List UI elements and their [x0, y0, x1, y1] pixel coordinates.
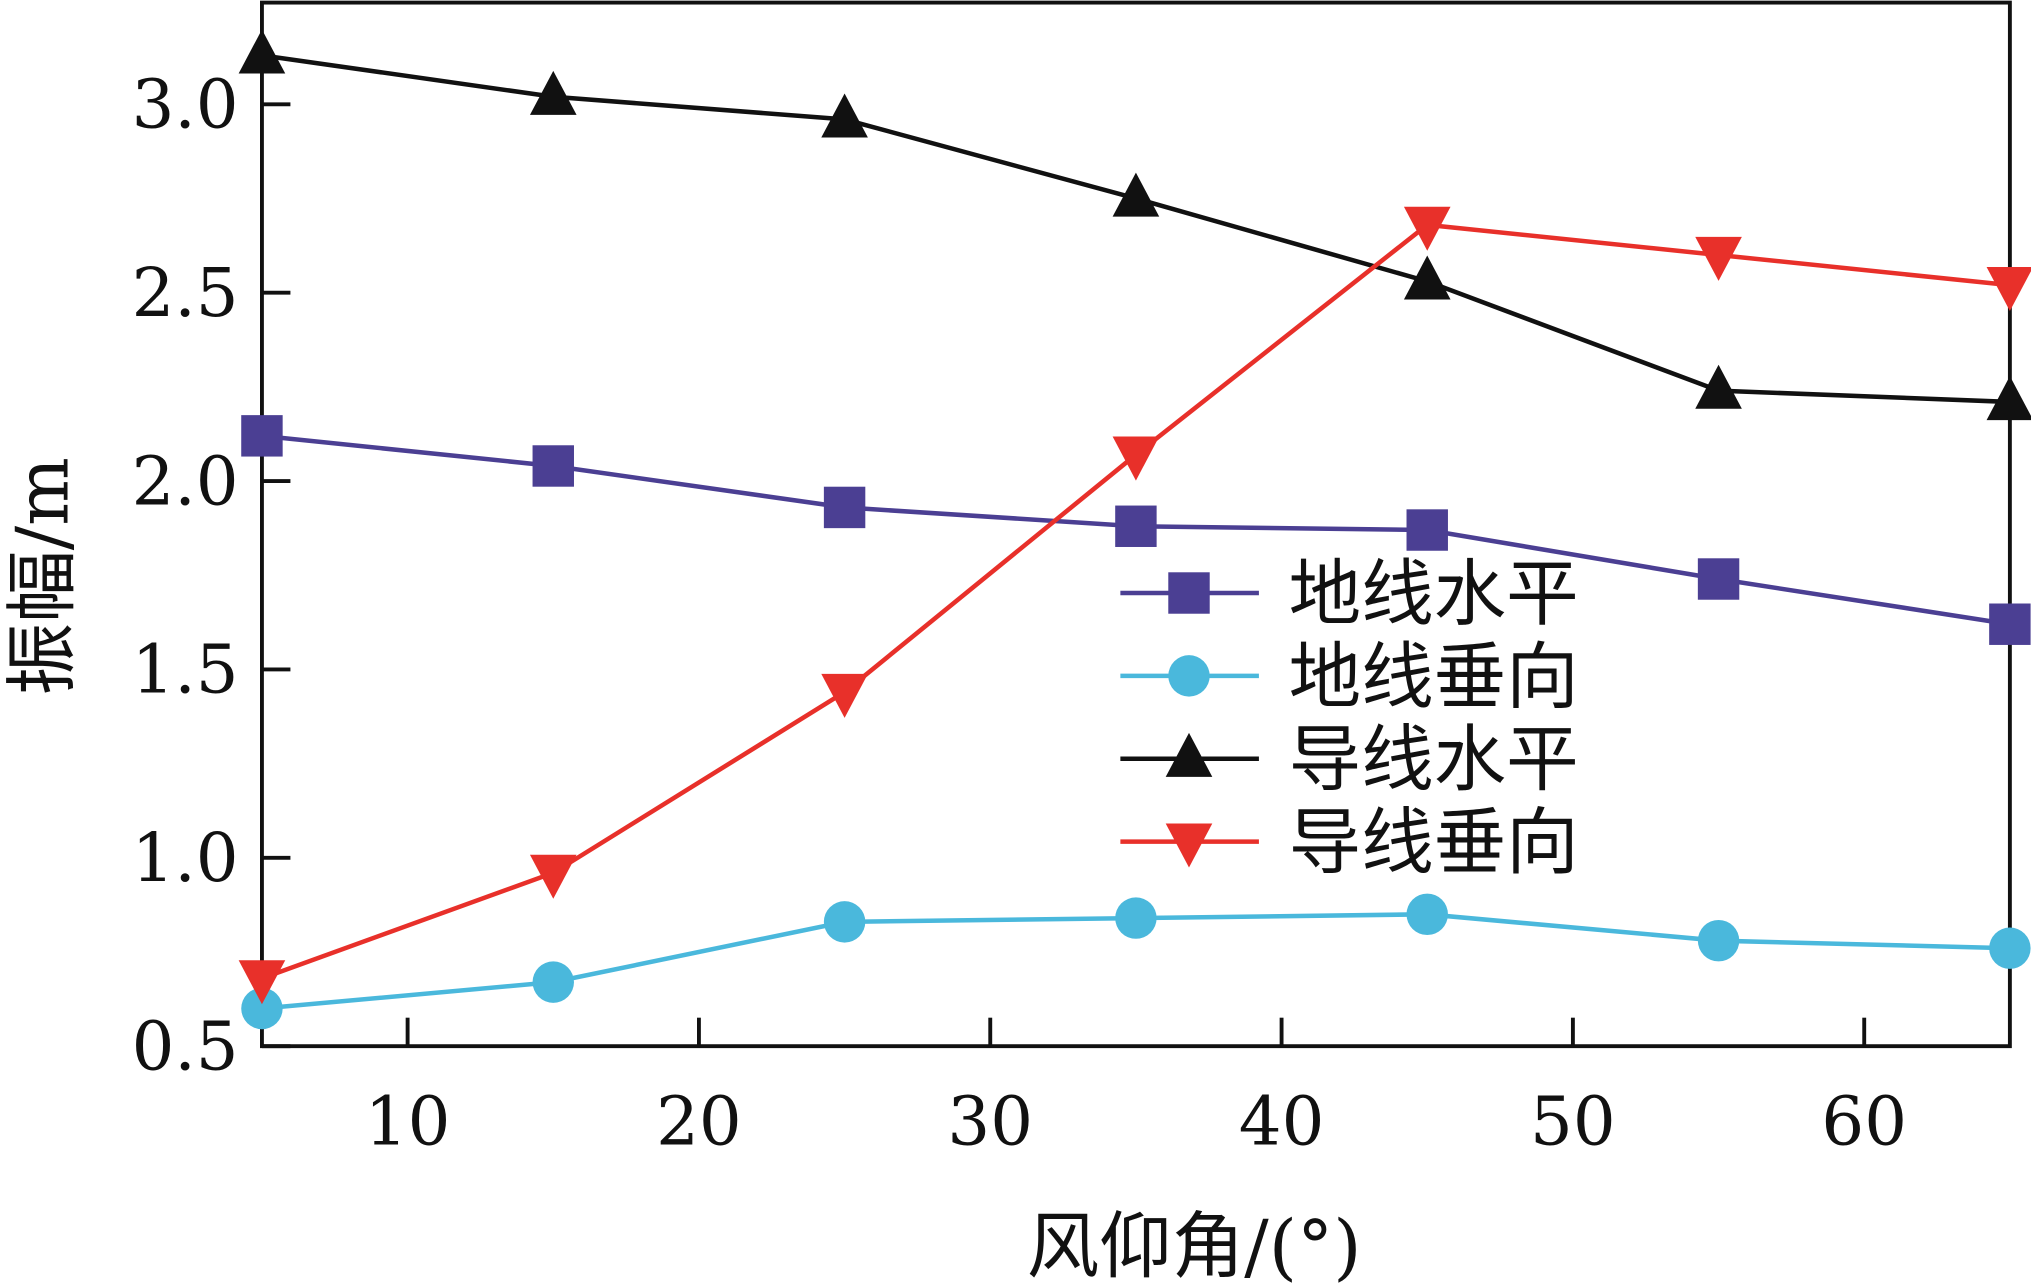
- triangle-up-marker: [821, 93, 868, 138]
- square-marker: [1406, 509, 1448, 551]
- y-tick-label: 2.5: [132, 254, 239, 332]
- legend-label: 导线垂向: [1289, 801, 1579, 885]
- circle-marker: [1406, 893, 1448, 936]
- legend-label: 导线水平: [1289, 719, 1579, 803]
- circle-marker: [823, 901, 866, 943]
- x-tick-label: 20: [656, 1083, 742, 1161]
- triangle-up-marker: [1695, 364, 1742, 409]
- x-tick-label: 40: [1239, 1083, 1325, 1161]
- x-tick-label: 10: [365, 1083, 451, 1161]
- triangle-up-marker: [1986, 376, 2031, 421]
- y-tick-label: 3.0: [132, 66, 239, 144]
- triangle-up-marker: [1165, 732, 1213, 777]
- circle-marker: [532, 961, 574, 1003]
- square-marker: [1168, 572, 1210, 614]
- series-line: [261, 53, 2010, 405]
- triangle-down-marker: [821, 673, 868, 718]
- circle-marker: [1697, 919, 1740, 962]
- triangle-down-marker: [529, 854, 577, 899]
- legend-item: 地线垂向: [1120, 636, 1579, 720]
- triangle-down-marker: [1695, 236, 1742, 281]
- x-tick-label: 60: [1821, 1083, 1907, 1161]
- series-1: [241, 415, 2031, 645]
- triangle-up-marker: [238, 29, 286, 74]
- triangle-up-marker: [1403, 255, 1451, 300]
- square-marker: [823, 486, 866, 529]
- circle-marker: [1168, 655, 1210, 697]
- legend-item: 导线水平: [1120, 719, 1579, 803]
- legend-item: 地线水平: [1120, 553, 1579, 637]
- y-tick-label: 2.0: [132, 442, 239, 520]
- triangle-down-marker: [1165, 823, 1213, 868]
- triangle-down-marker: [1112, 436, 1160, 481]
- square-marker: [241, 415, 283, 457]
- square-marker: [1115, 505, 1157, 547]
- y-tick-label: 0.5: [132, 1007, 239, 1085]
- x-tick-label: 30: [947, 1083, 1033, 1161]
- triangle-up-marker: [1112, 172, 1160, 217]
- triangle-down-marker: [1403, 206, 1451, 251]
- triangle-up-marker: [529, 70, 577, 115]
- triangle-down-marker: [238, 960, 286, 1005]
- plot-frame: [260, 0, 2012, 1049]
- x-axis-label: 风仰角/(°): [1027, 1205, 1362, 1287]
- y-tick-label: 1.5: [132, 631, 239, 709]
- series-3: [238, 29, 2031, 421]
- triangle-down-marker: [1986, 267, 2031, 312]
- square-marker: [1697, 558, 1740, 600]
- y-tick-label: 1.0: [132, 819, 239, 897]
- legend-label: 地线水平: [1289, 553, 1579, 637]
- x-tick-label: 50: [1530, 1083, 1616, 1161]
- legend-item: 导线垂向: [1120, 801, 1579, 885]
- circle-marker: [1115, 897, 1157, 939]
- square-marker: [532, 445, 574, 487]
- series-2: [241, 893, 2031, 1030]
- series-line: [261, 222, 2011, 981]
- y-axis-label: 振幅/m: [2, 457, 86, 695]
- legend-label: 地线垂向: [1289, 636, 1579, 720]
- square-marker: [1989, 603, 2031, 645]
- circle-marker: [241, 987, 283, 1030]
- circle-marker: [1989, 927, 2031, 969]
- series-4: [238, 206, 2031, 1005]
